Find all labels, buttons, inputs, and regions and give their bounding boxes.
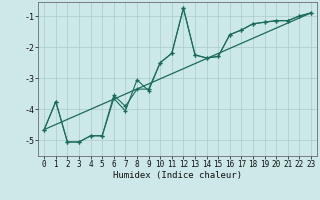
X-axis label: Humidex (Indice chaleur): Humidex (Indice chaleur) xyxy=(113,171,242,180)
